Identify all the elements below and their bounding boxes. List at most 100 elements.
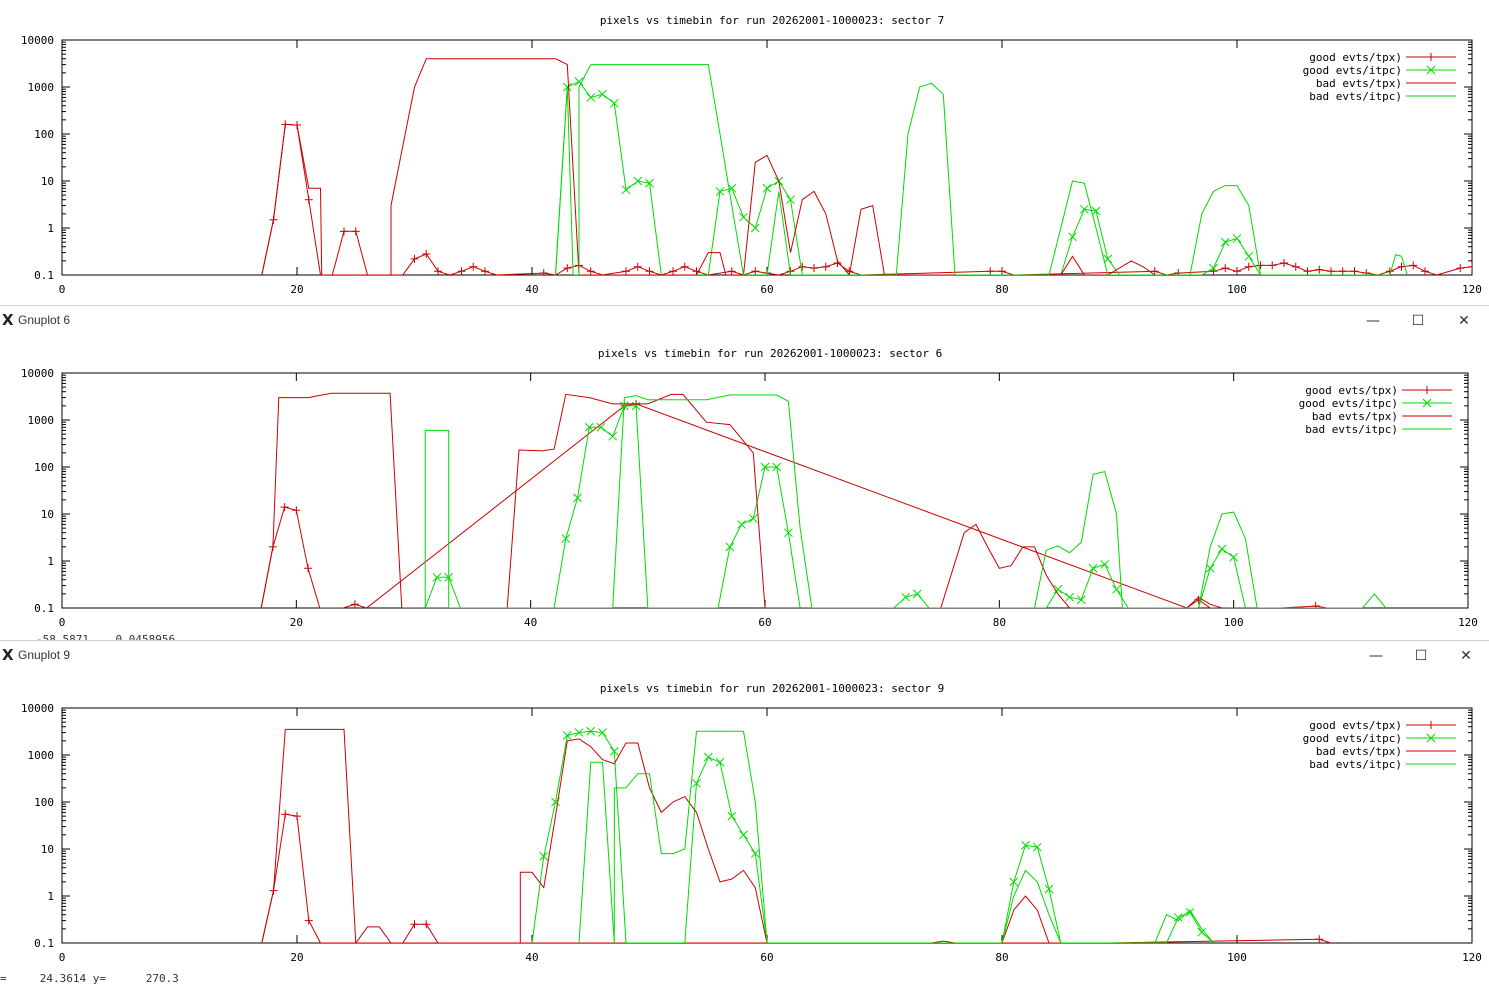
series-0 bbox=[261, 810, 1332, 943]
data-point bbox=[715, 187, 725, 196]
data-point bbox=[457, 267, 466, 275]
data-point bbox=[703, 752, 713, 762]
data-point bbox=[750, 849, 760, 858]
chart-title: pixels vs timebin for run 20262001-10000… bbox=[600, 14, 944, 27]
data-point bbox=[562, 731, 572, 740]
data-point bbox=[912, 589, 922, 599]
data-point bbox=[340, 227, 348, 236]
legend-label: bad evts/tpx) bbox=[1312, 410, 1398, 423]
data-point bbox=[586, 726, 596, 736]
data-point bbox=[727, 811, 737, 821]
series-line bbox=[261, 813, 1332, 943]
close-button[interactable]: ✕ bbox=[1460, 648, 1472, 664]
data-point bbox=[1205, 563, 1215, 573]
data-point bbox=[1100, 559, 1110, 569]
data-point bbox=[1468, 262, 1472, 271]
data-point bbox=[1021, 840, 1030, 850]
data-point bbox=[422, 920, 431, 929]
legend-label: bad evts/itpc) bbox=[1305, 423, 1398, 436]
data-point bbox=[1112, 584, 1121, 594]
window-titlebar[interactable]: X Gnuplot 6 — ☐ ✕ bbox=[0, 305, 1489, 336]
data-point bbox=[1362, 269, 1371, 275]
legend-label: good evts/itpc) bbox=[1303, 64, 1402, 77]
data-point bbox=[481, 267, 489, 275]
close-button[interactable]: ✕ bbox=[1458, 313, 1470, 329]
window-titlebar[interactable]: X Gnuplot 9 — ☐ ✕ bbox=[0, 640, 1489, 671]
data-point bbox=[1053, 584, 1063, 594]
minimize-button[interactable]: — bbox=[1369, 648, 1383, 664]
data-point bbox=[1091, 206, 1101, 216]
legend-label: bad evts/itpc) bbox=[1309, 90, 1402, 103]
series-line bbox=[424, 394, 1387, 608]
x-tick-label: 0 bbox=[59, 951, 66, 964]
data-point bbox=[633, 176, 643, 186]
plot-sector-7[interactable]: pixels vs timebin for run 20262001-10000… bbox=[0, 0, 1489, 305]
data-point bbox=[1150, 267, 1159, 275]
data-point bbox=[539, 269, 548, 275]
data-point bbox=[1338, 267, 1347, 275]
data-point bbox=[1233, 267, 1241, 275]
data-point bbox=[1421, 267, 1429, 275]
series-1 bbox=[531, 726, 1214, 943]
data-point bbox=[986, 267, 995, 275]
data-point bbox=[469, 262, 478, 271]
series-3 bbox=[555, 64, 1408, 275]
maximize-button[interactable]: ☐ bbox=[1414, 648, 1428, 664]
legend-marker bbox=[1423, 386, 1431, 394]
data-point bbox=[725, 542, 735, 552]
y-tick-label: 10000 bbox=[21, 34, 54, 47]
data-point bbox=[1244, 251, 1254, 261]
x-tick-label: 120 bbox=[1462, 951, 1482, 964]
legend-label: good evts/itpc) bbox=[1299, 397, 1398, 410]
series-3 bbox=[424, 394, 1387, 608]
legend-label: good evts/tpx) bbox=[1305, 384, 1398, 397]
data-point bbox=[622, 267, 630, 275]
data-point bbox=[1315, 935, 1324, 943]
plot-sector-9[interactable]: pixels vs timebin for run 20262001-10000… bbox=[0, 640, 1489, 970]
data-point bbox=[304, 916, 313, 925]
data-point bbox=[280, 503, 289, 512]
x-tick-label: 100 bbox=[1227, 283, 1247, 296]
plot-sector-6[interactable]: pixels vs timebin for run 20262001-10000… bbox=[0, 305, 1489, 635]
x-tick-label: 60 bbox=[760, 283, 773, 296]
series-line bbox=[555, 80, 1261, 275]
chart-title: pixels vs timebin for run 20262001-10000… bbox=[598, 347, 942, 360]
y-tick-label: 1000 bbox=[28, 749, 55, 762]
x-tick-label: 0 bbox=[59, 616, 66, 629]
series-line bbox=[260, 403, 1328, 608]
data-point bbox=[598, 728, 607, 737]
data-point bbox=[1327, 267, 1335, 275]
data-point bbox=[1232, 234, 1242, 243]
data-point bbox=[304, 564, 313, 573]
legend-label: good evts/tpx) bbox=[1309, 51, 1402, 64]
x-tick-label: 40 bbox=[525, 951, 538, 964]
legend-marker bbox=[1426, 733, 1436, 743]
y-tick-label: 10 bbox=[41, 843, 54, 856]
legend-marker bbox=[1422, 398, 1432, 408]
data-point bbox=[351, 227, 360, 236]
series-2 bbox=[261, 58, 1156, 275]
maximize-button[interactable]: ☐ bbox=[1411, 313, 1425, 329]
series-0 bbox=[260, 399, 1328, 608]
data-point bbox=[998, 267, 1006, 275]
data-point bbox=[586, 93, 596, 102]
data-point bbox=[1268, 261, 1277, 270]
series-line bbox=[424, 405, 1246, 608]
data-point bbox=[1303, 267, 1312, 275]
data-point bbox=[772, 462, 782, 472]
x-tick-label: 20 bbox=[290, 616, 303, 629]
x11-app-icon: X bbox=[2, 646, 14, 664]
data-point bbox=[1068, 232, 1077, 242]
data-point bbox=[1280, 259, 1288, 268]
y-tick-label: 1 bbox=[47, 222, 54, 235]
data-point bbox=[633, 262, 642, 271]
data-point bbox=[1174, 269, 1183, 275]
series-3 bbox=[578, 730, 1214, 943]
data-point bbox=[762, 183, 772, 193]
minimize-button[interactable]: — bbox=[1366, 313, 1380, 329]
data-point bbox=[584, 422, 594, 432]
series-line bbox=[578, 730, 1214, 943]
y-tick-label: 100 bbox=[34, 128, 54, 141]
data-point bbox=[1409, 261, 1418, 270]
y-tick-label: 0.1 bbox=[34, 269, 54, 282]
